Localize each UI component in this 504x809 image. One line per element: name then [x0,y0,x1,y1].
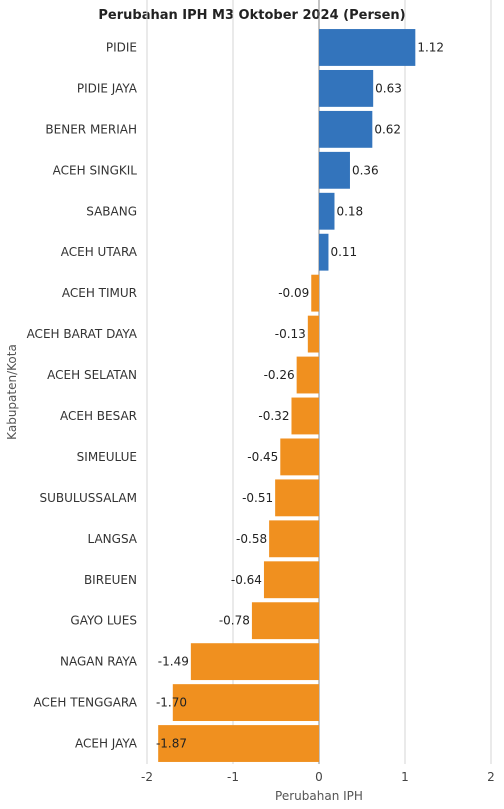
value-label: -0.13 [275,327,306,341]
category-label: ACEH JAYA [75,737,138,751]
bar [190,643,319,681]
value-label: -0.58 [236,532,267,546]
bar [319,29,416,66]
value-label: -0.09 [278,286,309,300]
x-tick-label: 0 [315,770,323,784]
x-tick-labels: -2 -1 0 1 2 [141,770,495,784]
value-label: 0.36 [352,163,379,177]
category-label: ACEH TIMUR [62,286,137,300]
category-label: LANGSA [88,532,138,546]
value-label: -1.70 [156,696,187,710]
bar [172,684,319,722]
category-labels: PIDIE PIDIE JAYA BENER MERIAH ACEH SINGKIL S… [27,40,138,750]
category-label: BENER MERIAH [45,122,137,136]
bar [319,192,335,230]
category-label: BIREUEN [84,573,137,587]
bar [269,520,319,558]
bars [158,29,416,762]
bar [307,315,319,353]
x-tick-label: -2 [141,770,153,784]
x-axis-title: Perubahan IPH [275,789,363,803]
y-axis-title: Kabupaten/Kota [5,344,19,440]
category-label: ACEH BARAT DAYA [27,327,138,341]
value-label: -0.26 [264,368,295,382]
bar [280,438,319,476]
category-label: SUBULUSSALAM [40,491,137,505]
category-label: ACEH SINGKIL [53,163,138,177]
bar [251,602,319,640]
category-label: ACEH TENGGARA [33,696,137,710]
x-tick-label: 1 [401,770,409,784]
value-label: -0.32 [258,409,289,423]
category-label: NAGAN RAYA [60,655,138,669]
chart-title: Perubahan IPH M3 Oktober 2024 (Persen) [98,8,405,23]
value-label: -1.87 [156,737,187,751]
x-tick-label: 2 [487,770,495,784]
value-label: -0.78 [219,614,250,628]
category-label: ACEH SELATAN [47,368,137,382]
bar [296,356,319,394]
value-label: 0.63 [375,81,402,95]
category-label: ACEH UTARA [61,245,138,259]
category-label: ACEH BESAR [60,409,137,423]
category-label: SABANG [86,204,137,218]
value-label: 0.18 [336,204,363,218]
category-label: GAYO LUES [70,614,137,628]
category-label: SIMEULUE [77,450,137,464]
category-label: PIDIE JAYA [77,81,138,95]
bar [158,725,319,762]
value-label: -0.64 [231,573,262,587]
bar [263,561,319,599]
value-label: 0.11 [330,245,357,259]
value-label: -0.51 [242,491,273,505]
x-tick-label: -1 [227,770,239,784]
bar [311,274,319,312]
value-label: 0.62 [374,122,401,136]
bar [275,479,319,517]
category-label: PIDIE [106,40,137,54]
value-labels: 1.12 0.63 0.62 0.36 0.18 0.11 -0.09 -0.13 -0.26 -… [156,40,444,750]
bar [319,151,350,189]
bar [319,233,329,271]
value-label: 1.12 [417,40,444,54]
bar [319,110,373,148]
bar [291,397,319,435]
value-label: -1.49 [158,655,189,669]
value-label: -0.45 [247,450,278,464]
bar [319,69,374,107]
